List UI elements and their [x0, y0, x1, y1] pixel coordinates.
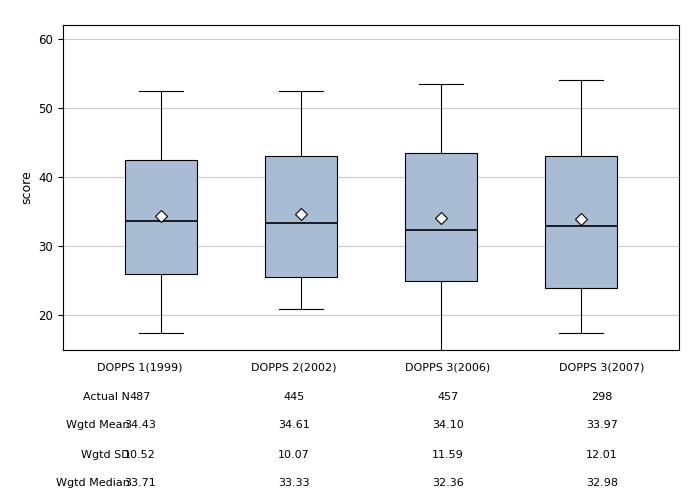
Text: DOPPS 1(1999): DOPPS 1(1999) — [97, 362, 183, 372]
Text: 33.97: 33.97 — [586, 420, 618, 430]
Text: 34.61: 34.61 — [278, 420, 310, 430]
Text: 12.01: 12.01 — [586, 450, 618, 460]
Text: 11.59: 11.59 — [432, 450, 464, 460]
Text: 445: 445 — [284, 392, 304, 402]
Text: 33.71: 33.71 — [124, 478, 156, 488]
Text: Wgtd Mean: Wgtd Mean — [66, 420, 130, 430]
Text: 32.98: 32.98 — [586, 478, 618, 488]
Bar — [265, 156, 337, 278]
Text: DOPPS 2(2002): DOPPS 2(2002) — [251, 362, 337, 372]
Text: 34.10: 34.10 — [432, 420, 464, 430]
Bar — [405, 153, 477, 281]
Text: 298: 298 — [592, 392, 612, 402]
Text: 10.52: 10.52 — [124, 450, 156, 460]
Text: 487: 487 — [130, 392, 150, 402]
Text: Wgtd SD: Wgtd SD — [80, 450, 130, 460]
Text: DOPPS 3(2006): DOPPS 3(2006) — [405, 362, 491, 372]
Text: 32.36: 32.36 — [432, 478, 464, 488]
Text: Wgtd Median: Wgtd Median — [55, 478, 130, 488]
Bar — [125, 160, 197, 274]
Text: 33.33: 33.33 — [278, 478, 310, 488]
Text: DOPPS 3(2007): DOPPS 3(2007) — [559, 362, 645, 372]
Bar — [545, 156, 617, 288]
Text: Actual N: Actual N — [83, 392, 130, 402]
Text: 34.43: 34.43 — [124, 420, 156, 430]
Text: 457: 457 — [438, 392, 458, 402]
Text: 10.07: 10.07 — [278, 450, 310, 460]
Y-axis label: score: score — [20, 170, 33, 204]
